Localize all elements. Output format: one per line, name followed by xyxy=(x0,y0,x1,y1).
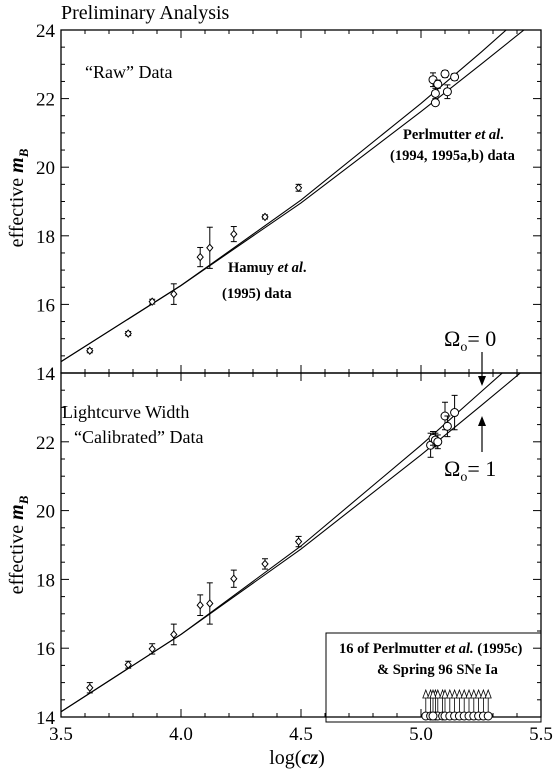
top-model-curve-omega-1 xyxy=(61,30,525,363)
top-circle-data-point xyxy=(442,84,452,100)
bottom-y-tick-label: 22 xyxy=(36,433,55,454)
omega-zero-sub: o xyxy=(460,340,467,355)
top-y-tick-label: 18 xyxy=(36,227,55,248)
lower-limit-marker xyxy=(428,688,438,721)
top-y-tick-label: 14 xyxy=(36,364,56,385)
xlabel-suffix: ) xyxy=(318,747,325,769)
top-ylabel-sub: B xyxy=(16,148,31,158)
omega-one-symbol: Ω xyxy=(444,456,460,481)
omega-one-sub: o xyxy=(460,470,467,485)
top-diamond-data-point xyxy=(230,226,238,243)
top-ylabel-prefix: effective xyxy=(6,173,28,248)
bottom-diamond-data-point xyxy=(86,682,94,694)
top-ylabel-var: m xyxy=(6,157,28,173)
top-y-tick-label: 22 xyxy=(36,90,55,111)
top-panel-plot: 14 16 18 20 22 24 xyxy=(36,21,542,385)
hamuy-dot: . xyxy=(303,260,307,276)
bottom-panel-label-line2: “Calibrated” Data xyxy=(74,427,203,447)
bottom-y-tick-label: 18 xyxy=(36,570,55,591)
legend-line1-a: 16 of Perlmutter xyxy=(339,641,445,657)
top-diamond-data-point xyxy=(124,329,132,338)
bottom-y-tick-label: 14 xyxy=(36,708,56,729)
top-circle-data-point xyxy=(450,72,460,82)
x-tick-label: 3.5 xyxy=(49,724,73,745)
top-model-curve-omega-0 xyxy=(61,30,507,363)
lower-limit-marker xyxy=(483,688,493,721)
hamuy-name: Hamuy xyxy=(228,260,278,276)
omega-zero-arrow xyxy=(478,352,486,386)
bottom-diamond-data-point xyxy=(261,558,269,570)
omega-zero-label: Ωo= 0 xyxy=(444,326,496,355)
perlmutter-dot: . xyxy=(500,127,504,143)
hamuy-et-al: et al xyxy=(278,260,303,276)
bottom-circle-data-point xyxy=(433,434,443,450)
bottom-ylabel-prefix: effective xyxy=(6,520,28,595)
top-diamond-data-point xyxy=(294,183,303,193)
legend-line1: 16 of Perlmutter et al. (1995c) xyxy=(339,641,523,657)
bottom-y-tick-label: 20 xyxy=(36,502,55,523)
bottom-panel-annotations: Lightcurve Width “Calibrated” Data Ωo= 0… xyxy=(62,326,542,723)
legend-box xyxy=(325,632,542,723)
bottom-circle-data-point xyxy=(442,415,452,438)
top-y-tick-label: 16 xyxy=(36,295,55,316)
omega-zero-value: = 0 xyxy=(467,326,496,351)
perlmutter-et-al: et al xyxy=(475,127,500,143)
x-tick-label: 5.5 xyxy=(529,724,553,745)
omega-one-arrow xyxy=(478,416,486,452)
x-axis-title: log(cz) xyxy=(269,747,325,769)
top-panel-label: “Raw” Data xyxy=(85,62,172,82)
legend-line2: & Spring 96 SNe Ia xyxy=(377,662,499,678)
bottom-diamond-data-point xyxy=(196,594,204,617)
top-circle-data-point xyxy=(440,69,450,79)
x-tick-label: 4.0 xyxy=(169,724,193,745)
bottom-diamond-data-point xyxy=(230,569,238,588)
hamuy-label-line2: (1995) data xyxy=(222,286,292,302)
hamuy-label-line1: Hamuy et al. xyxy=(228,260,307,276)
top-diamond-data-point xyxy=(86,346,94,355)
perlmutter-name: Perlmutter xyxy=(403,127,475,143)
bottom-ylabel-sub: B xyxy=(16,495,31,505)
bottom-diamond-data-point xyxy=(170,623,178,646)
legend-line1-b: (1995c) xyxy=(474,641,523,657)
x-tick-label: 4.5 xyxy=(289,724,313,745)
omega-one-value: = 1 xyxy=(467,456,496,481)
xlabel-var: cz xyxy=(301,747,318,769)
bottom-diamond-data-point xyxy=(124,660,132,669)
top-diamond-data-point xyxy=(206,226,214,269)
top-diamond-data-point xyxy=(261,212,269,222)
top-y-tick-label: 20 xyxy=(36,158,55,179)
bottom-diamond-data-point xyxy=(294,535,303,548)
figure-header: Preliminary Analysis xyxy=(61,2,230,24)
bottom-circle-data-point xyxy=(450,394,460,431)
top-diamond-data-point xyxy=(196,246,204,268)
top-panel-annotations: “Raw” Data Hamuy et al. (1995) data Perl… xyxy=(85,62,516,302)
bottom-ylabel-var: m xyxy=(6,504,28,520)
top-diamond-data-point xyxy=(148,297,156,306)
bottom-diamond-data-point xyxy=(206,582,214,625)
legend-line1-et: et al. xyxy=(445,641,474,657)
bottom-y-tick-label: 16 xyxy=(36,639,55,660)
bottom-panel-label-line1: Lightcurve Width xyxy=(62,402,189,422)
omega-one-label: Ωo= 1 xyxy=(444,456,496,485)
xlabel-prefix: log( xyxy=(269,747,302,769)
top-circle-data-point xyxy=(430,87,440,100)
x-tick-label: 5.0 xyxy=(409,724,433,745)
bottom-diamond-data-point xyxy=(148,643,156,655)
perlmutter-label-line2: (1994, 1995a,b) data xyxy=(390,148,516,164)
bottom-model-curve-omega-1 xyxy=(61,373,522,713)
perlmutter-label-line1: Perlmutter et al. xyxy=(403,127,504,143)
bottom-panel-plot: 14 16 18 20 22 3.5 4.0 4.5 5.0 5.5 xyxy=(36,372,553,745)
top-circle-data-point xyxy=(433,79,443,89)
top-y-axis-title: effective mB xyxy=(6,148,31,247)
top-circle-data-point xyxy=(430,98,440,108)
top-y-tick-label: 24 xyxy=(36,21,56,42)
top-diamond-data-point xyxy=(170,283,178,305)
bottom-y-axis-title: effective mB xyxy=(6,495,31,594)
omega-zero-symbol: Ω xyxy=(444,326,460,351)
